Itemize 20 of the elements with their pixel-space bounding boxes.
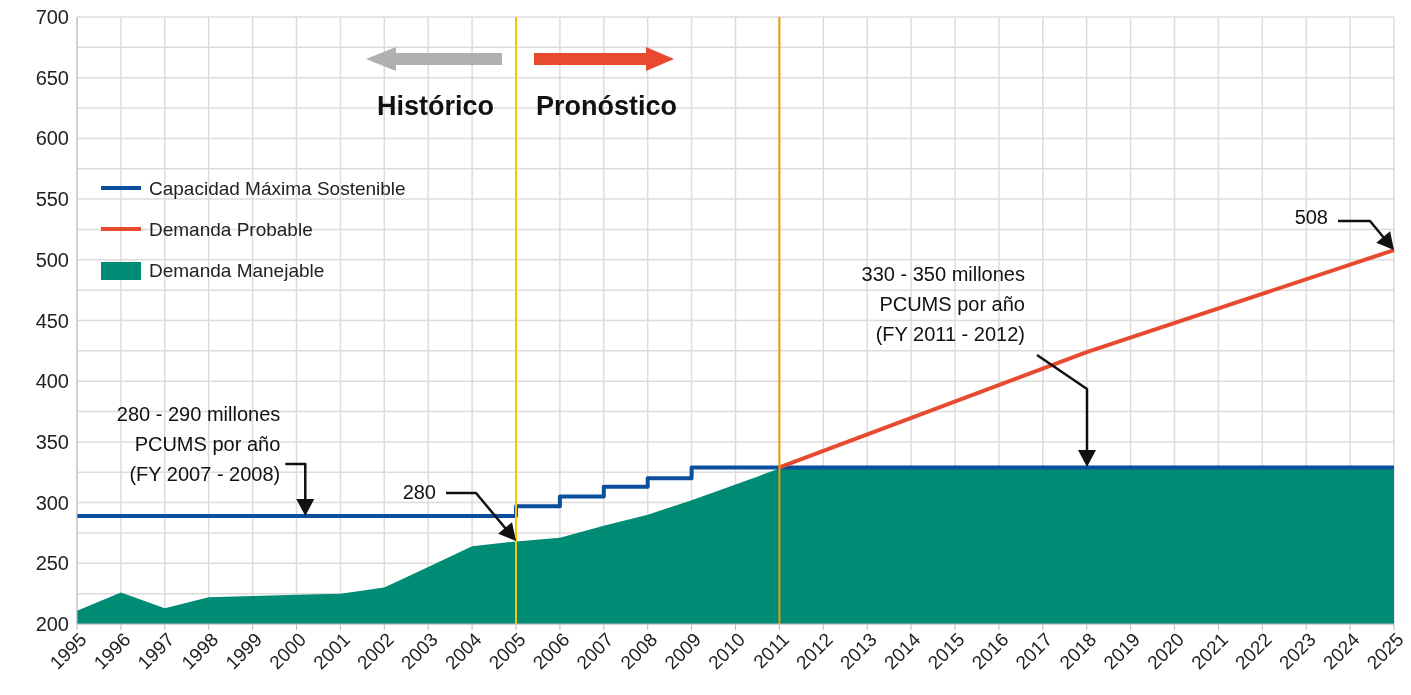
annotation: Pronóstico bbox=[536, 91, 678, 121]
y-tick-label: 700 bbox=[35, 6, 69, 28]
y-tick-label: 600 bbox=[35, 127, 69, 150]
y-tick-label: 550 bbox=[35, 188, 69, 211]
annotation: Histórico bbox=[376, 91, 494, 121]
y-tick-label: 500 bbox=[35, 248, 69, 271]
legend-label: Demanda Manejable bbox=[149, 259, 325, 281]
legend-label: Capacidad Máxima Sostenible bbox=[149, 177, 406, 199]
y-tick-label: 300 bbox=[35, 491, 69, 514]
legend-label: Demanda Probable bbox=[149, 218, 313, 240]
annotation: 330 - 350 millones PCUMS por año (FY 2011 - 2012) bbox=[861, 263, 1025, 345]
y-tick-label: 350 bbox=[35, 430, 69, 453]
y-tick-label: 400 bbox=[35, 370, 69, 393]
y-tick-label: 650 bbox=[35, 66, 69, 89]
y-tick-label: 200 bbox=[35, 613, 69, 635]
y-tick-label: 250 bbox=[35, 552, 69, 575]
annotation: 508 bbox=[1294, 206, 1328, 228]
annotation: 280 - 290 millones PCUMS por año (FY 2007 - 2008) bbox=[116, 402, 281, 485]
y-tick-label: 450 bbox=[35, 309, 69, 332]
annotation: 280 bbox=[402, 481, 436, 503]
